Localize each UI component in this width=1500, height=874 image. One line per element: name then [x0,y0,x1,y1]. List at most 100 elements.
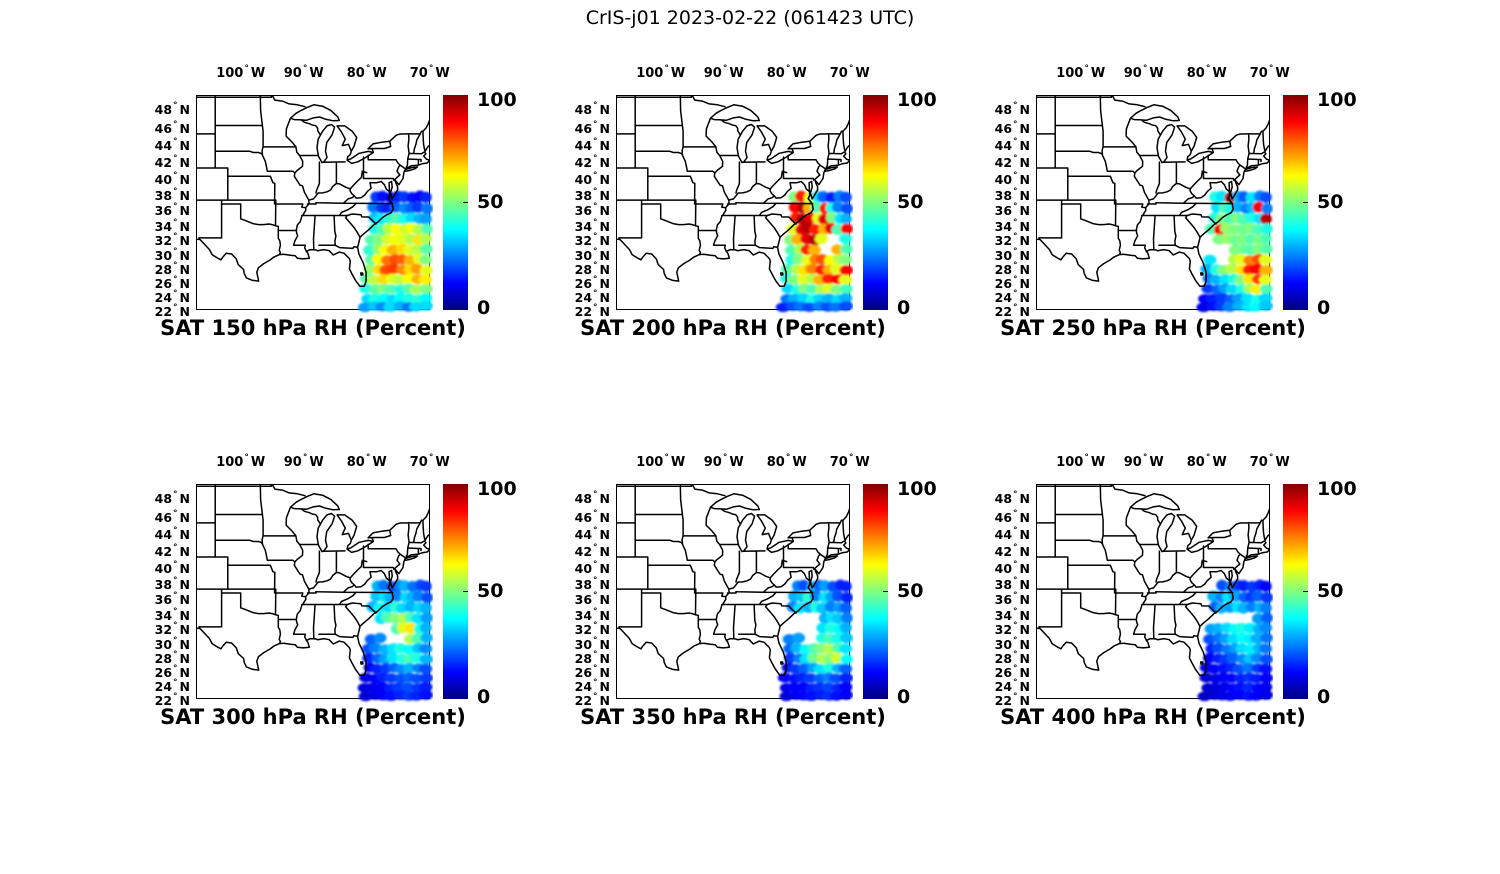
degree-symbol: ° [593,137,598,148]
degree-symbol: ° [722,453,728,463]
lat-tick-label: 28° N [574,261,610,278]
colorbar [443,484,468,699]
degree-symbol: ° [593,289,598,299]
lat-tick-label: 36° N [574,591,610,608]
degree-symbol: ° [173,636,178,646]
colorbar-label-min: 0 [1317,297,1331,319]
lat-tick-label: 28° N [154,650,190,667]
panel-title: SAT 150 hPa RH (Percent) [160,316,466,340]
panel-title: SAT 200 hPa RH (Percent) [580,316,886,340]
lon-tick-label: 70° W [829,453,870,470]
lon-tick-label: 90° W [283,64,324,81]
degree-symbol: ° [1013,217,1018,228]
lon-tick-label: 80° W [346,64,387,81]
degree-symbol: ° [848,64,854,74]
degree-symbol: ° [593,186,598,197]
colorbar-label-min: 0 [477,297,491,319]
lat-tick-label: 46° N [574,119,610,136]
degree-symbol: ° [1084,64,1089,74]
degree-symbol: ° [173,621,178,632]
lat-tick-label: 38° N [994,575,1030,592]
lat-tick-label: 42° N [574,154,610,171]
lon-tick-label: 100° W [216,453,266,470]
colorbar [443,95,468,310]
degree-symbol: ° [593,543,598,554]
degree-symbol: ° [1013,543,1018,554]
degree-symbol: ° [428,64,434,74]
lat-tick-label: 22° N [154,691,190,708]
degree-symbol: ° [173,232,178,243]
degree-symbol: ° [1013,247,1018,257]
degree-symbol: ° [1013,508,1018,519]
axes-frame [1036,484,1270,699]
panel-title: SAT 300 hPa RH (Percent) [160,705,466,729]
degree-symbol: ° [173,664,178,675]
panel-title: SAT 400 hPa RH (Percent) [1000,705,1306,729]
degree-symbol: ° [173,591,178,602]
colorbar-label-max: 100 [1317,89,1357,111]
axes-frame [196,484,430,699]
degree-symbol: ° [1013,302,1018,313]
colorbar [863,484,888,699]
degree-symbol: ° [173,170,178,181]
degree-symbol: ° [593,691,598,702]
degree-symbol: ° [593,526,598,537]
colorbar-label-max: 100 [477,89,517,111]
colorbar-mid-tick [463,590,468,592]
degree-symbol: ° [173,217,178,228]
map-svg [196,95,433,313]
degree-symbol: ° [664,64,669,74]
degree-symbol: ° [593,101,598,112]
map-axes [616,484,853,702]
degree-symbol: ° [365,64,371,74]
lat-tick-label: 32° N [154,232,190,249]
lat-tick-label: 38° N [574,575,610,592]
colorbar-mid-tick [1303,201,1308,203]
degree-symbol: ° [1142,453,1148,463]
map-panel: 100° W 90° W 80° W 70° W 48° N 46° N 44° N 42° N 40° N 38… [995,453,1456,874]
degree-symbol: ° [593,170,598,181]
colorbar-label-mid: 50 [1317,580,1344,602]
degree-symbol: ° [1205,64,1211,74]
degree-symbol: ° [1013,119,1018,130]
lat-tick-label: 38° N [994,186,1030,203]
map-axes [196,484,433,702]
map-svg [196,484,433,702]
lat-tick-label: 42° N [994,154,1030,171]
degree-symbol: ° [1013,650,1018,661]
lat-tick-label: 26° N [154,664,190,681]
degree-symbol: ° [1013,621,1018,632]
map-axes [1036,484,1273,702]
lat-tick-label: 26° N [154,275,190,292]
degree-symbol: ° [302,64,308,74]
lat-tick-label: 28° N [994,650,1030,667]
axes-frame [616,484,850,699]
lat-tick-label: 42° N [994,543,1030,560]
degree-symbol: ° [1013,186,1018,197]
degree-symbol: ° [1268,453,1274,463]
lon-tick-label: 100° W [636,64,686,81]
degree-symbol: ° [173,691,178,702]
lat-tick-label: 48° N [154,490,190,507]
lon-tick-label: 70° W [409,453,450,470]
state-borders [616,95,850,287]
map-svg [616,484,853,702]
degree-symbol: ° [1013,591,1018,602]
degree-symbol: ° [1013,137,1018,148]
satellite-swath [357,579,433,702]
lon-tick-label: 100° W [1056,64,1106,81]
lon-tick-label: 80° W [1186,453,1227,470]
lat-tick-label: 44° N [574,137,610,154]
lat-tick-label: 30° N [574,636,610,652]
degree-symbol: ° [593,261,598,272]
lat-tick-label: 48° N [994,490,1030,507]
lat-tick-label: 44° N [994,137,1030,154]
lat-tick-label: 30° N [154,636,190,652]
colorbar-label-min: 0 [1317,686,1331,708]
degree-symbol: ° [173,119,178,130]
lat-axis: 48° N 46° N 44° N 42° N 40° N 38° N 36° N 34° N 32° N 30° N… [974,484,1030,706]
degree-symbol: ° [593,508,598,519]
panel-title: SAT 250 hPa RH (Percent) [1000,316,1306,340]
satellite-swath [775,190,853,313]
axes-frame [196,95,430,310]
